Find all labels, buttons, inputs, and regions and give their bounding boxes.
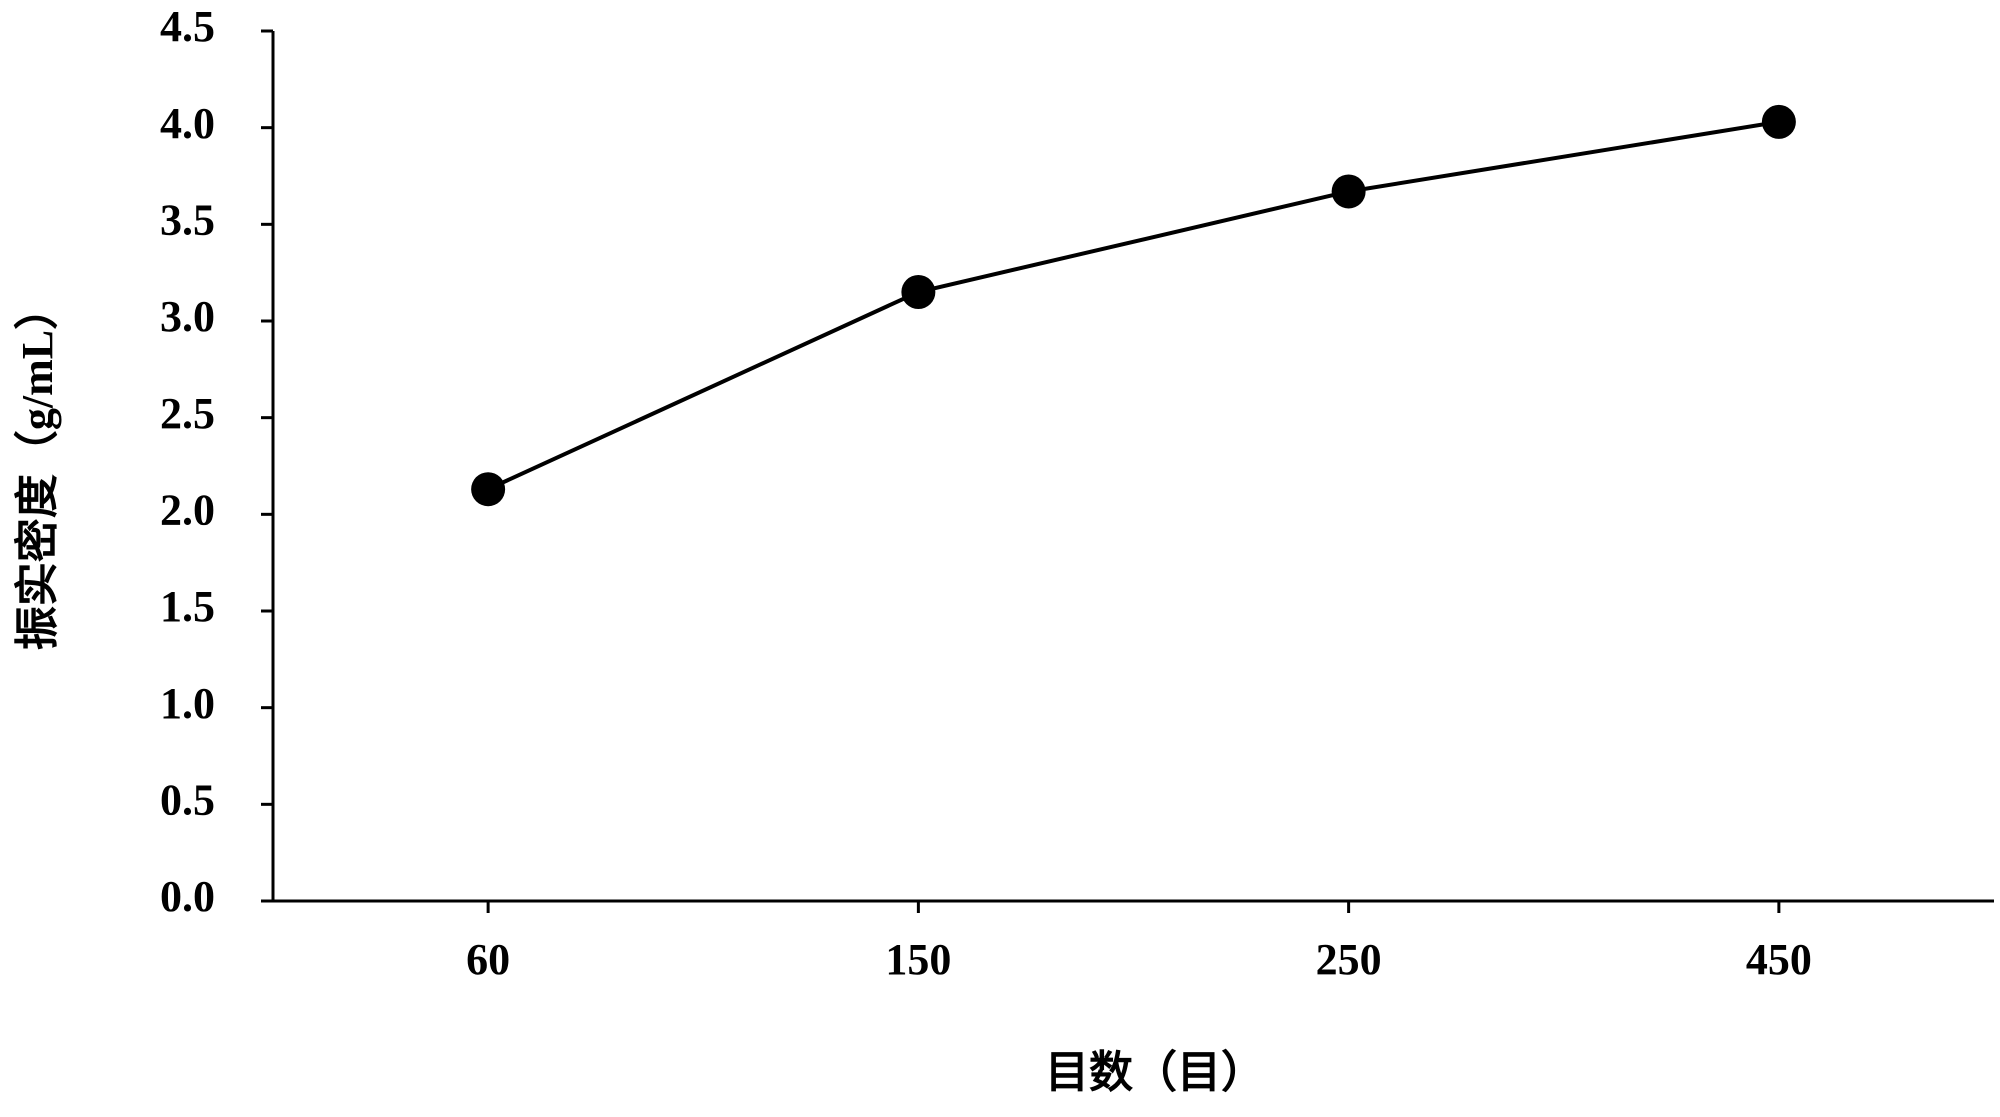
y-tick-label: 4.5	[160, 2, 215, 51]
point-marker	[1331, 174, 1366, 209]
point-marker	[1761, 104, 1796, 139]
y-axis-title: 振实密度（g/mL）	[13, 286, 62, 650]
point-marker	[471, 472, 506, 507]
x-tick-label: 150	[885, 935, 951, 984]
point-marker	[901, 275, 936, 309]
y-tick-label: 0.5	[160, 775, 215, 824]
y-tick-label: 2.0	[160, 485, 215, 534]
y-tick-label: 3.5	[160, 195, 215, 244]
y-tick-label: 0.0	[160, 872, 215, 921]
y-tick-label: 4.0	[160, 99, 215, 148]
x-axis-title: 目数（目）	[1045, 1048, 1265, 1097]
series-line	[487, 119, 1780, 492]
y-tick-label: 1.5	[160, 582, 215, 631]
y-tick-label: 1.0	[160, 679, 215, 728]
y-tick-label: 3.0	[160, 292, 215, 341]
x-tick-label: 250	[1316, 935, 1382, 984]
y-tick-label: 2.5	[160, 389, 215, 438]
x-tick-label: 450	[1746, 935, 1812, 984]
x-tick-label: 60	[466, 935, 510, 984]
